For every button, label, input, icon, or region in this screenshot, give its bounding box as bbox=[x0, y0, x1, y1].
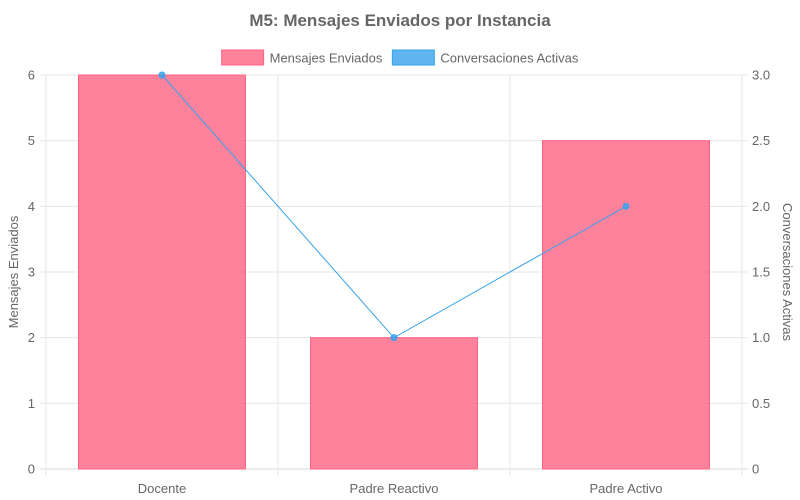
y2-tick-label: 0.5 bbox=[752, 396, 770, 411]
left-axis-ticks: 0 1 2 3 4 5 6 bbox=[28, 68, 35, 477]
legend-label: Mensajes Enviados bbox=[270, 51, 383, 66]
y2-tick-label: 1.5 bbox=[752, 265, 770, 280]
bar[interactable] bbox=[309, 337, 479, 470]
line-point[interactable] bbox=[622, 202, 630, 210]
y2-tick-label: 3.0 bbox=[752, 68, 770, 83]
legend-item[interactable]: Mensajes Enviados bbox=[221, 49, 383, 66]
y2-tick-label: 2.0 bbox=[752, 199, 770, 214]
y2-axis-title: Conversaciones Activas bbox=[780, 203, 795, 342]
legend-label: Conversaciones Activas bbox=[440, 51, 579, 66]
line-point[interactable] bbox=[390, 334, 398, 342]
y-tick-label: 4 bbox=[28, 199, 35, 214]
x-tick-label: Padre Activo bbox=[590, 481, 663, 496]
bar[interactable] bbox=[541, 140, 711, 470]
chart-title: M5: Mensajes Enviados por Instancia bbox=[249, 11, 551, 30]
y2-tick-label: 0 bbox=[752, 462, 759, 477]
y-tick-label: 2 bbox=[28, 330, 35, 345]
legend-swatch bbox=[391, 49, 435, 66]
y2-tick-label: 2.5 bbox=[752, 133, 770, 148]
x-tick-label: Docente bbox=[138, 481, 186, 496]
y-axis-title: Mensajes Enviados bbox=[6, 215, 21, 328]
bars bbox=[77, 74, 711, 470]
y-tick-label: 5 bbox=[28, 133, 35, 148]
legend-item[interactable]: Conversaciones Activas bbox=[391, 49, 579, 66]
y-tick-label: 1 bbox=[28, 396, 35, 411]
line-series bbox=[158, 71, 630, 342]
y-tick-label: 0 bbox=[28, 462, 35, 477]
y-tick-label: 6 bbox=[28, 68, 35, 83]
x-axis-ticks: Docente Padre Reactivo Padre Activo bbox=[138, 481, 663, 496]
bar[interactable] bbox=[77, 74, 247, 470]
y-tick-label: 3 bbox=[28, 265, 35, 280]
legend[interactable]: Mensajes Enviados Conversaciones Activas bbox=[221, 49, 579, 66]
line-point[interactable] bbox=[158, 71, 166, 79]
x-tick-label: Padre Reactivo bbox=[350, 481, 439, 496]
right-axis-ticks: 0 0.5 1.0 1.5 2.0 2.5 3.0 bbox=[752, 68, 770, 477]
legend-swatch bbox=[221, 49, 265, 66]
y2-tick-label: 1.0 bbox=[752, 330, 770, 345]
